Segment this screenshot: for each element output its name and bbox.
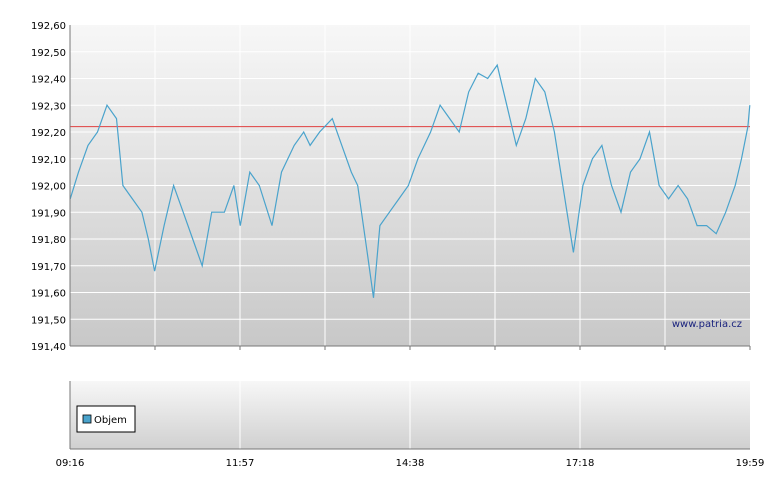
price-series-line — [69, 63, 751, 298]
x-tick-label: 19:59 — [736, 458, 765, 469]
price-horizontal-grid — [70, 51, 750, 320]
y-tick-label: 191,50 — [31, 315, 66, 326]
y-tick-labels: 192,60 192,50 192,40 192,30 192,20 192,10 192,… — [31, 21, 66, 353]
y-tick-label: 192,30 — [31, 101, 66, 112]
legend: Objem — [76, 405, 136, 433]
y-tick-label: 192,50 — [31, 48, 66, 59]
y-tick-label: 191,40 — [31, 342, 66, 353]
legend-swatch-objem — [82, 414, 92, 424]
x-tick-label: 09:16 — [56, 458, 85, 469]
y-tick-label: 192,10 — [31, 155, 66, 166]
y-tick-label: 192,40 — [31, 75, 66, 86]
y-tick-label: 191,60 — [31, 289, 66, 300]
watermark: www.patria.cz — [672, 319, 742, 330]
y-tick-label: 191,80 — [31, 235, 66, 246]
y-tick-label: 192,60 — [31, 21, 66, 32]
price-series-group — [69, 63, 751, 298]
x-tick-label: 14:38 — [396, 458, 425, 469]
x-tick-label: 11:57 — [226, 458, 255, 469]
x-tick-marks — [154, 346, 751, 350]
volume-vertical-grid — [239, 381, 581, 449]
y-tick-label: 192,00 — [31, 182, 66, 193]
y-tick-label: 191,90 — [31, 208, 66, 219]
x-tick-labels: 09:16 11:57 14:38 17:18 19:59 — [56, 458, 765, 469]
y-tick-label: 191,70 — [31, 262, 66, 273]
x-tick-label: 17:18 — [566, 458, 595, 469]
y-tick-label: 192,20 — [31, 128, 66, 139]
legend-label-objem: Objem — [94, 415, 127, 426]
legend-box — [76, 405, 136, 433]
